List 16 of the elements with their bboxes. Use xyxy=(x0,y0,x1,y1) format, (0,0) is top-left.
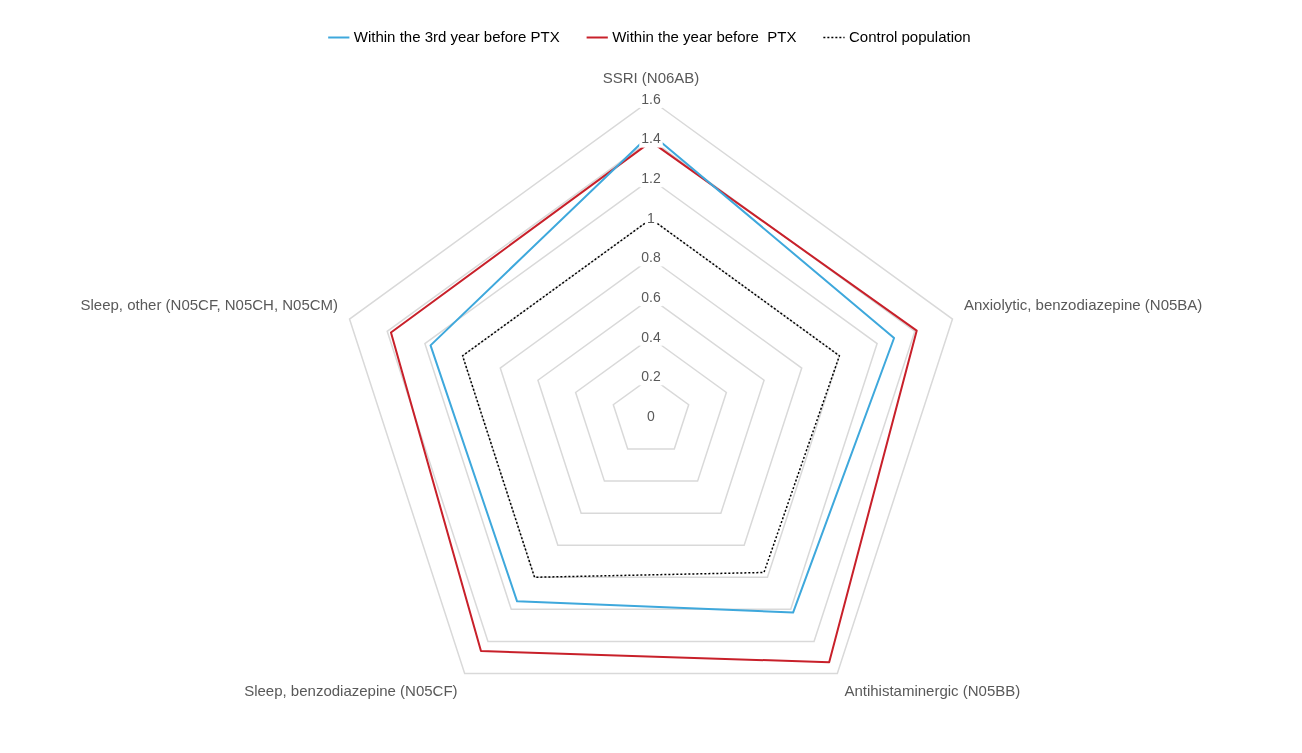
y-tick-label: 1.2 xyxy=(641,170,661,187)
spoke-label: Anxiolytic, benzodiazepine (N05BA) xyxy=(963,296,1203,314)
y-tick-label: 0.4 xyxy=(641,328,661,345)
spoke-label: Sleep, other (N05CF, N05CH, N05CM) xyxy=(80,296,339,314)
y-tick-label: 1 xyxy=(647,209,656,226)
y-tick-label: 0.8 xyxy=(641,249,661,266)
spoke-label: Antihistaminergic (N05BB) xyxy=(844,682,1021,700)
y-tick-label: 0.6 xyxy=(641,288,661,305)
y-tick-label: 1.6 xyxy=(641,90,661,107)
legend-label: Control population xyxy=(848,27,971,45)
legend-label: Within the 3rd year before PTX xyxy=(353,27,560,45)
y-tick-label: 0.2 xyxy=(641,368,661,385)
spoke-label: SSRI (N06AB) xyxy=(602,69,700,87)
y-tick-label: 0 xyxy=(647,407,656,424)
legend-label: Within the year before PTX xyxy=(612,27,797,45)
spoke-label: Sleep, benzodiazepine (N05CF) xyxy=(244,682,458,700)
